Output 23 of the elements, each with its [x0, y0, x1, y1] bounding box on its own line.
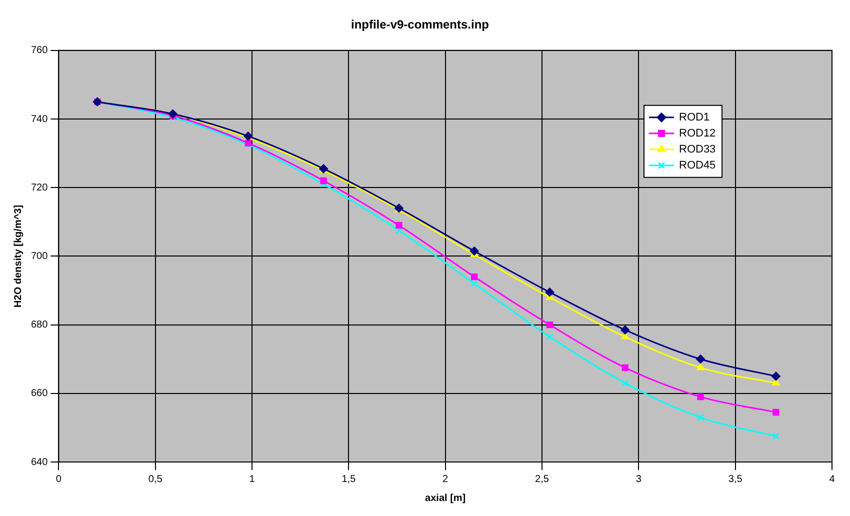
- y-tick-label: 700: [30, 250, 48, 262]
- x-tick-label: 2: [442, 474, 449, 485]
- x-tick-label: 3,5: [728, 474, 743, 485]
- x-axis-title: axial [m]: [425, 492, 466, 504]
- legend-label: ROD33: [679, 143, 716, 156]
- x-tick-label: 3: [636, 474, 642, 485]
- x-tick-label: 2,5: [535, 474, 550, 485]
- chart-title: inpfile-v9-comments.inp: [350, 18, 490, 32]
- y-tick-label: 680: [30, 320, 48, 331]
- y-axis-title: H2O density [kg/m^3]: [12, 204, 24, 308]
- legend-label: ROD45: [679, 159, 716, 172]
- x-tick-label: 0: [56, 474, 62, 485]
- legend-label: ROD1: [679, 111, 710, 124]
- y-tick-label: 720: [30, 182, 48, 194]
- y-tick-label: 760: [30, 45, 48, 56]
- y-tick-label: 660: [30, 388, 48, 400]
- x-tick-label: 0,5: [148, 474, 163, 485]
- y-tick-label: 640: [30, 456, 48, 468]
- x-tick-label: 1,5: [342, 474, 356, 485]
- x-tick-label: 4: [829, 474, 836, 485]
- legend-label: ROD12: [679, 127, 716, 140]
- x-tick-label: 1: [249, 474, 256, 485]
- y-tick-label: 740: [30, 114, 48, 125]
